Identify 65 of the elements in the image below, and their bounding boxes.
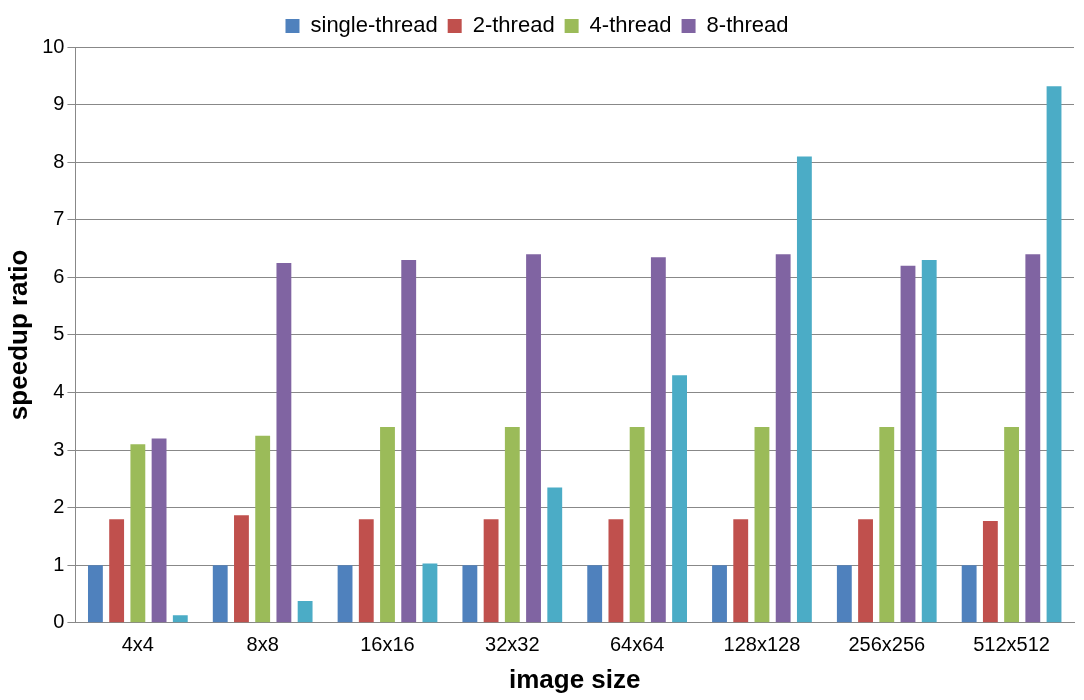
bar (900, 265, 916, 623)
y-tick-label: 2 (53, 495, 65, 518)
y-tick-label: 5 (53, 322, 65, 345)
bar (130, 444, 146, 623)
bar (836, 565, 852, 623)
y-tick-label: 8 (53, 149, 65, 172)
bar (151, 438, 167, 623)
bar (401, 260, 417, 623)
bar (462, 565, 478, 623)
bar (547, 487, 563, 623)
bar (650, 257, 666, 623)
bar (276, 262, 292, 623)
bar (608, 519, 624, 623)
x-tick-label: 32x32 (485, 633, 540, 656)
x-tick-label: 4x4 (121, 633, 154, 656)
bar (1025, 254, 1041, 623)
bar (358, 519, 374, 623)
bar (1046, 86, 1062, 623)
x-tick-label: 64x64 (609, 633, 665, 656)
y-tick-label: 1 (53, 552, 65, 575)
y-tick-label: 0 (53, 610, 65, 633)
x-axis-title: image size (508, 663, 641, 694)
bar (961, 565, 977, 623)
bar (712, 565, 727, 623)
legend-label: single-thread (310, 12, 438, 38)
bar (172, 615, 188, 623)
x-tick-label: 128x128 (723, 633, 801, 656)
bar (255, 435, 271, 623)
y-axis-title: speedup ratio (2, 249, 33, 421)
bar (775, 254, 791, 623)
bar (858, 519, 873, 623)
bar (109, 519, 125, 623)
bar (921, 260, 937, 623)
bar (380, 427, 395, 623)
x-tick-label: 256x256 (848, 633, 926, 656)
bar (879, 427, 895, 623)
y-tick-label: 10 (42, 34, 65, 57)
bar (754, 427, 770, 623)
y-tick-label: 6 (53, 264, 65, 287)
y-tick-label: 4 (53, 380, 65, 402)
bar (87, 565, 103, 623)
legend-label: 8-thread (706, 12, 789, 38)
bar (504, 427, 520, 623)
bar (483, 519, 499, 623)
y-tick-label: 3 (53, 437, 65, 460)
bar (212, 565, 228, 623)
bar (337, 565, 353, 623)
x-tick-label: 512x512 (973, 633, 1050, 656)
y-tick-label: 7 (53, 207, 65, 230)
bar (234, 515, 249, 623)
bar (297, 600, 313, 623)
bar (629, 427, 645, 623)
legend-label: 2-thread (472, 12, 555, 38)
bar (796, 156, 812, 623)
bar (733, 519, 749, 623)
bar (672, 375, 687, 623)
bar (1004, 427, 1020, 623)
bar (526, 254, 541, 623)
y-tick-label: 9 (53, 92, 65, 115)
x-tick-label: 16x16 (360, 633, 415, 656)
legend-label: 4-thread (589, 12, 672, 38)
bar (422, 563, 438, 623)
x-tick-label: 8x8 (246, 633, 279, 656)
bar (982, 520, 998, 623)
bar (587, 565, 603, 623)
